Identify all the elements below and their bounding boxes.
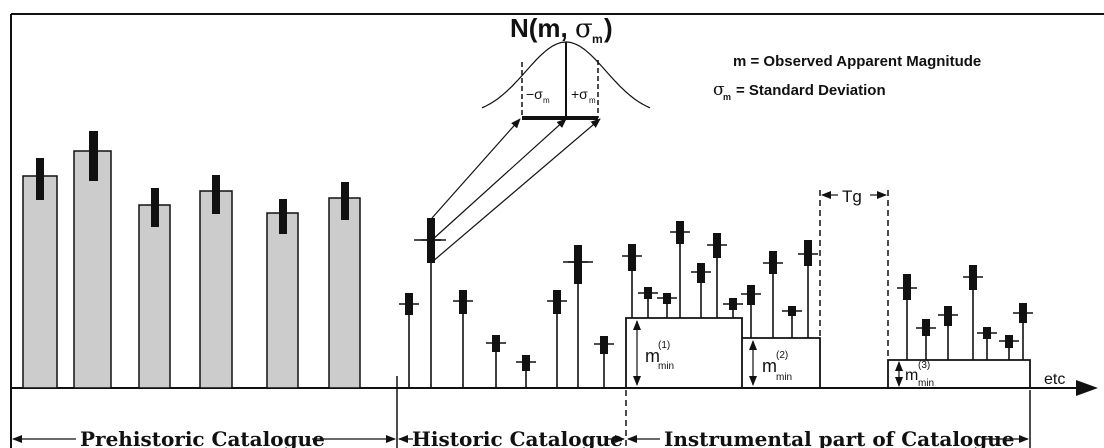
threshold-boxes: [625, 317, 1031, 388]
plus-sigma-sub: m: [589, 96, 596, 105]
event-marker: [741, 285, 761, 338]
time-axis: [11, 380, 1098, 396]
prehistoric-error-bar: [279, 199, 287, 234]
mmin-label-1: m (1) min: [645, 340, 674, 372]
event-marker: [707, 233, 727, 318]
prehistoric-bar: [199, 190, 233, 389]
event-error-bar: [747, 285, 755, 305]
event-marker: [798, 240, 818, 338]
mmin-sub: min: [776, 372, 792, 383]
prehistoric-bars: [22, 131, 361, 389]
mmin-base: m: [645, 346, 660, 366]
event-error-bar: [944, 306, 952, 326]
event-marker: [763, 251, 783, 338]
mmin-label-3: m (3) min: [905, 360, 934, 389]
event-marker: [568, 245, 588, 388]
event-marker: [421, 218, 441, 388]
prehistoric-bar: [138, 204, 171, 389]
threshold-box-2: [742, 337, 821, 388]
legend-magnitude: m = Observed Apparent Magnitude: [733, 53, 981, 70]
instrumental-catalogue-label: Instrumental part of Catalogue: [664, 427, 1015, 448]
mmin-sup: (2): [776, 350, 788, 361]
legend-std-dev: = Standard Deviation: [736, 82, 886, 99]
time-gap: Tg: [819, 187, 889, 360]
frame: [10, 13, 1104, 448]
event-marker: [1013, 303, 1033, 360]
minus-sigma-label: −σ: [526, 86, 543, 102]
event-marker: [594, 336, 614, 388]
distribution-title: N(m, σ m ): [510, 13, 613, 46]
mmin-sup: (1): [658, 340, 670, 351]
catalogue-dividers: [396, 376, 1031, 448]
distribution-title-sigma: σ: [575, 14, 593, 44]
mmin-label-2: m (2) min: [762, 350, 792, 383]
event-error-bar: [600, 336, 608, 354]
historic-catalogue-label: Historic Catalogue: [412, 427, 623, 448]
event-error-bar: [628, 244, 636, 271]
threshold-box-3: [887, 359, 1031, 388]
event-error-bar: [522, 355, 530, 371]
axis-end-label: etc: [1044, 371, 1065, 388]
prehistoric-error-bar: [151, 188, 159, 227]
event-error-bar: [459, 290, 467, 314]
legend-sigma-symbol: σ: [713, 80, 725, 100]
event-marker: [723, 298, 743, 318]
prehistoric-error-bar: [36, 158, 44, 200]
event-marker: [547, 290, 567, 388]
event-error-bar: [574, 245, 582, 284]
prehistoric-bar: [328, 197, 361, 389]
catalogue-spans: Prehistoric Catalogue Historic Catalogue…: [12, 427, 1029, 448]
legend-sigma-sub: m: [723, 92, 731, 102]
event-marker: [516, 355, 536, 388]
normal-distribution: −σ m +σ m: [481, 41, 651, 120]
tg-label: Tg: [842, 187, 862, 206]
event-error-bar: [903, 274, 911, 300]
event-marker: [999, 335, 1019, 360]
legend: m = Observed Apparent Magnitude σ m = St…: [713, 53, 981, 102]
event-marker: [638, 287, 658, 318]
projection-lines: [431, 118, 601, 263]
minus-sigma-sub: m: [543, 96, 550, 105]
distribution-title-sub: m: [592, 32, 603, 46]
event-marker: [670, 221, 690, 318]
event-marker: [977, 327, 997, 360]
event-marker: [453, 290, 473, 388]
prehistoric-error-bar: [89, 131, 98, 181]
event-error-bar: [553, 290, 561, 314]
event-marker: [657, 293, 677, 318]
prehistoric-error-bar: [341, 182, 349, 220]
distribution-title-main: N(m,: [510, 13, 568, 43]
prehistoric-catalogue-label: Prehistoric Catalogue: [80, 427, 325, 448]
threshold-box-1: [625, 317, 743, 388]
distribution-title-close: ): [604, 13, 613, 43]
event-error-bar: [697, 263, 705, 283]
event-marker: [622, 244, 642, 318]
prehistoric-bar: [22, 175, 58, 389]
mmin-base: m: [762, 356, 777, 376]
event-marker: [916, 319, 936, 360]
mmin-sub: min: [918, 378, 934, 389]
event-marker: [691, 263, 711, 318]
mmin-arrows: [633, 320, 903, 387]
event-marker: [897, 274, 917, 360]
mmin-base: m: [905, 367, 918, 384]
prehistoric-bar: [266, 212, 299, 389]
mmin-sup: (3): [918, 360, 930, 371]
event-markers: [399, 218, 1033, 388]
event-marker: [782, 306, 802, 338]
plus-sigma-label: +σ: [571, 86, 588, 102]
prehistoric-error-bar: [212, 175, 220, 214]
event-error-bar: [804, 240, 812, 266]
prehistoric-bar: [73, 150, 112, 389]
event-marker: [938, 306, 958, 360]
event-marker: [399, 293, 419, 388]
mmin-sub: min: [658, 361, 674, 372]
event-marker: [963, 265, 983, 360]
event-marker: [486, 335, 506, 388]
